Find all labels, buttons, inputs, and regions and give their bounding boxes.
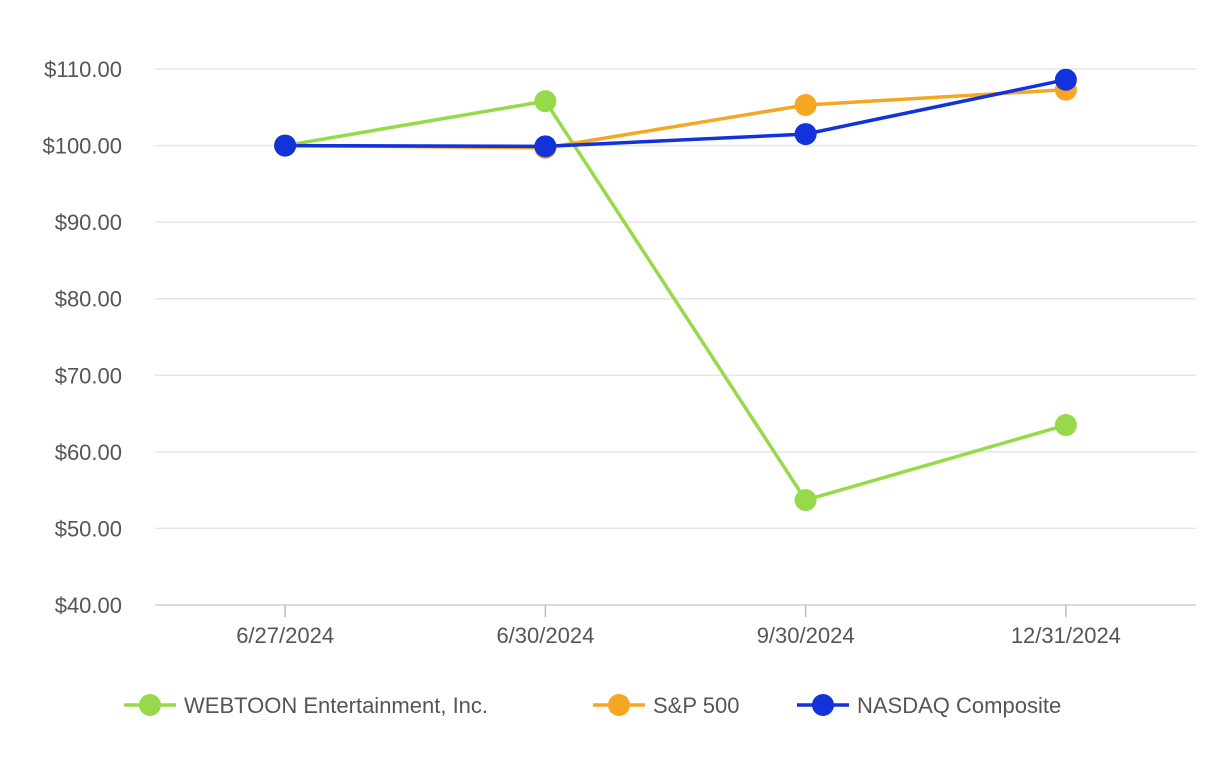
x-tick-label: 6/30/2024 (496, 623, 594, 648)
legend-label: WEBTOON Entertainment, Inc. (184, 693, 488, 718)
y-tick-label: $70.00 (55, 363, 122, 388)
data-point-0 (534, 90, 557, 113)
data-point-2 (1054, 68, 1077, 91)
data-point-0 (794, 489, 817, 512)
data-point-0 (1054, 414, 1077, 437)
legend-marker (139, 694, 161, 716)
y-tick-label: $50.00 (55, 516, 122, 541)
legend-label: S&P 500 (653, 693, 739, 718)
x-tick-label: 12/31/2024 (1011, 623, 1121, 648)
data-point-1 (794, 93, 817, 116)
y-tick-label: $110.00 (44, 57, 122, 82)
legend-marker (608, 694, 630, 716)
x-tick-label: 6/27/2024 (236, 623, 334, 648)
data-point-2 (794, 123, 817, 146)
data-point-2 (534, 135, 557, 158)
y-tick-label: $100.00 (42, 134, 122, 159)
series-line-0 (284, 99, 1067, 503)
legend-label: NASDAQ Composite (857, 693, 1061, 718)
x-tick-label: 9/30/2024 (757, 623, 855, 648)
y-tick-label: $80.00 (55, 287, 122, 312)
y-tick-label: $40.00 (55, 593, 122, 618)
y-tick-label: $60.00 (55, 440, 122, 465)
legend-marker (812, 694, 834, 716)
data-point-2 (274, 134, 297, 157)
series-line-2 (285, 78, 1067, 149)
y-tick-label: $90.00 (55, 210, 122, 235)
